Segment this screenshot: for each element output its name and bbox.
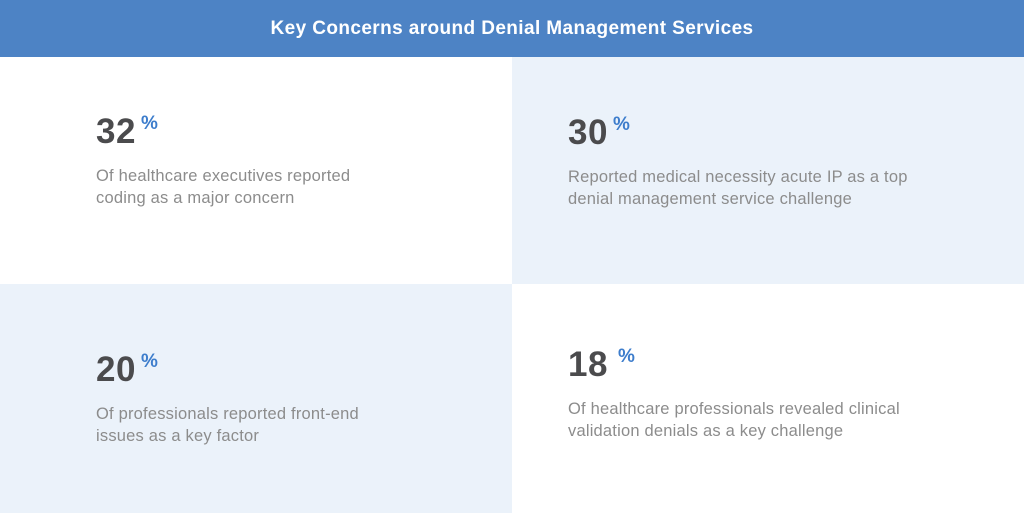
stat-value-row: 20 %	[96, 350, 482, 390]
stat-card-front-end: 20 % Of professionals reported front-end…	[0, 284, 512, 513]
stat-number: 18	[568, 345, 608, 384]
stat-value-row: 18 %	[568, 345, 994, 385]
percent-sign: %	[140, 113, 158, 134]
stats-grid: 32 % Of healthcare executives reported c…	[0, 57, 1024, 513]
stat-card-clinical-validation: 18 % Of healthcare professionals reveale…	[512, 284, 1024, 513]
stat-number: 20	[96, 350, 136, 389]
percent-sign: %	[612, 114, 630, 135]
stat-card-coding: 32 % Of healthcare executives reported c…	[0, 57, 512, 284]
header-bar: Key Concerns around Denial Management Se…	[0, 0, 1024, 57]
percent-sign: %	[617, 346, 635, 367]
stat-description: Of professionals reported front-end issu…	[96, 405, 359, 445]
stat-number: 30	[568, 113, 608, 152]
stat-value-row: 32 %	[96, 112, 482, 152]
stat-card-medical-necessity: 30 % Reported medical necessity acute IP…	[512, 57, 1024, 284]
stat-value-row: 30 %	[568, 113, 994, 153]
stat-number: 32	[96, 112, 136, 151]
stat-description: Of healthcare executives reported coding…	[96, 167, 351, 207]
percent-sign: %	[140, 351, 158, 372]
stat-description: Of healthcare professionals revealed cli…	[568, 400, 900, 440]
stat-description: Reported medical necessity acute IP as a…	[568, 168, 908, 208]
page-title: Key Concerns around Denial Management Se…	[270, 17, 754, 39]
